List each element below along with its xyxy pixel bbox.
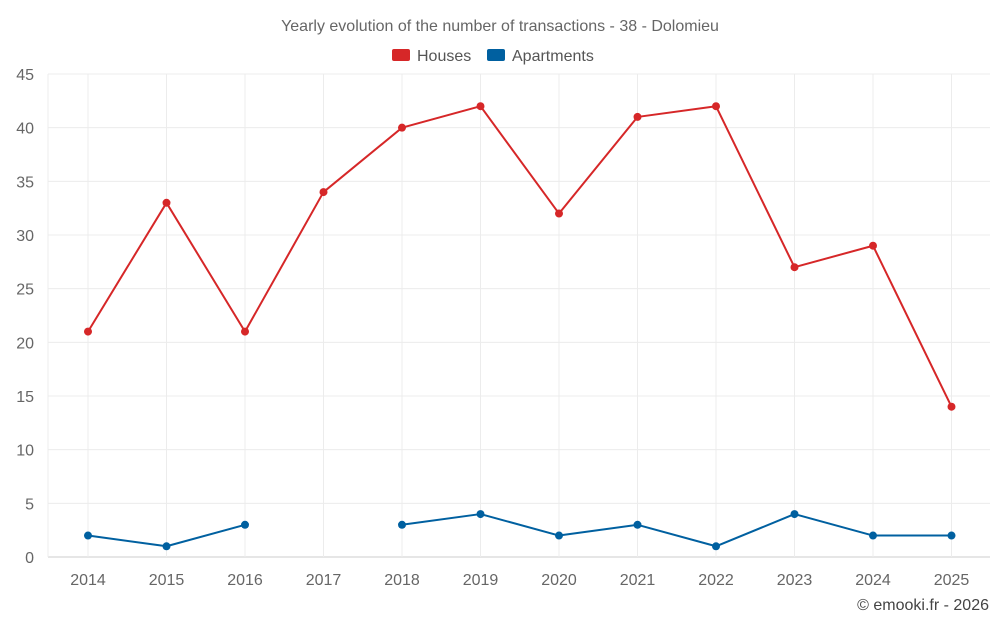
- x-tick-label: 2023: [777, 572, 813, 589]
- data-point-apartments-2014[interactable]: [84, 531, 92, 540]
- data-point-houses-2015[interactable]: [162, 198, 171, 207]
- data-point-houses-2014[interactable]: [84, 327, 92, 336]
- y-tick-label: 25: [16, 282, 34, 299]
- data-point-apartments-2023[interactable]: [790, 510, 799, 519]
- series-apartments: [84, 510, 956, 551]
- series-houses: [84, 102, 956, 411]
- data-point-apartments-2021[interactable]: [633, 520, 642, 529]
- data-point-houses-2018[interactable]: [398, 123, 406, 132]
- y-tick-label: 30: [16, 228, 34, 245]
- data-point-houses-2019[interactable]: [476, 102, 485, 111]
- x-tick-label: 2018: [384, 572, 420, 589]
- x-tick-label: 2020: [541, 572, 577, 589]
- legend-item-apartments[interactable]: Apartments: [487, 48, 594, 65]
- data-point-apartments-2020[interactable]: [555, 531, 563, 540]
- chart-title: Yearly evolution of the number of transa…: [281, 18, 719, 35]
- data-point-apartments-2024[interactable]: [869, 531, 877, 540]
- legend-swatch-houses: [392, 49, 410, 61]
- legend-item-houses[interactable]: Houses: [392, 48, 471, 65]
- y-tick-label: 15: [16, 389, 34, 406]
- data-point-houses-2020[interactable]: [555, 209, 563, 218]
- y-tick-label: 10: [16, 443, 34, 460]
- x-tick-label: 2019: [463, 572, 499, 589]
- data-point-houses-2021[interactable]: [633, 112, 642, 121]
- legend-label-houses: Houses: [417, 48, 471, 65]
- series: [84, 102, 956, 551]
- x-tick-label: 2015: [149, 572, 185, 589]
- data-point-houses-2022[interactable]: [712, 102, 720, 111]
- series-line-apartments: [401, 513, 952, 548]
- credit-text: © emooki.fr - 2026: [857, 597, 989, 614]
- legend-label-apartments: Apartments: [512, 48, 594, 65]
- data-point-houses-2024[interactable]: [869, 241, 877, 250]
- y-axis-ticks: 0 5 10 15 20 25 30 35 40 45: [16, 67, 34, 567]
- data-point-houses-2023[interactable]: [790, 263, 799, 272]
- x-tick-label: 2016: [227, 572, 263, 589]
- x-tick-label: 2021: [620, 572, 656, 589]
- y-tick-label: 40: [16, 121, 34, 138]
- data-point-apartments-2025[interactable]: [947, 531, 956, 540]
- x-axis-ticks: 2014 2015 2016 2017 2018 2019 2020 2021 2022 2023…: [70, 572, 969, 589]
- data-point-apartments-2015[interactable]: [162, 542, 171, 551]
- data-point-apartments-2019[interactable]: [476, 510, 485, 519]
- legend-swatch-apartments: [487, 49, 505, 61]
- data-point-houses-2025[interactable]: [947, 402, 956, 411]
- x-tick-label: 2017: [306, 572, 342, 589]
- x-tick-label: 2025: [934, 572, 970, 589]
- series-line-houses: [87, 105, 953, 408]
- y-tick-label: 45: [16, 67, 34, 84]
- x-tick-label: 2022: [698, 572, 734, 589]
- data-point-apartments-2016[interactable]: [241, 520, 249, 529]
- y-tick-label: 35: [16, 174, 34, 191]
- x-tick-label: 2014: [70, 572, 106, 589]
- grid: [47, 73, 990, 558]
- data-point-apartments-2018[interactable]: [398, 520, 406, 529]
- data-point-houses-2017[interactable]: [319, 188, 328, 197]
- y-tick-label: 20: [16, 335, 34, 352]
- y-tick-label: 5: [25, 496, 34, 513]
- x-tick-label: 2024: [855, 572, 891, 589]
- y-tick-label: 0: [25, 550, 34, 567]
- data-point-apartments-2022[interactable]: [712, 542, 720, 551]
- legend: Houses Apartments: [392, 48, 594, 65]
- data-point-houses-2016[interactable]: [241, 327, 249, 336]
